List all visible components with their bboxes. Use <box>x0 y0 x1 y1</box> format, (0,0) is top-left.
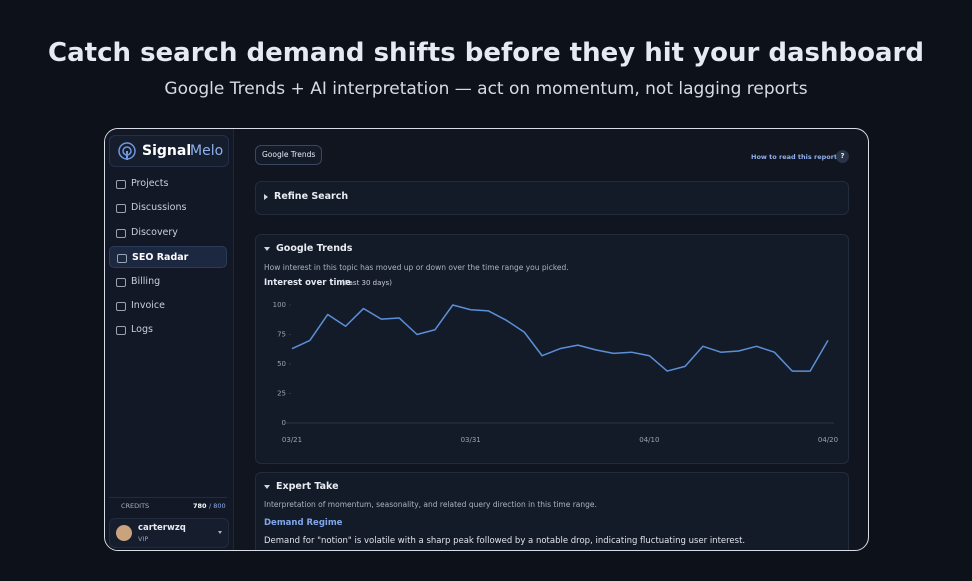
regime-text: Demand for "notion" is volatile with a s… <box>264 536 746 546</box>
credits-label: CREDITS <box>121 502 150 510</box>
nav-label: SEO Radar <box>132 252 189 264</box>
trend-line <box>291 304 829 372</box>
y-tick-label: 100 <box>273 301 286 309</box>
brand-logo <box>118 142 136 160</box>
nav-label: Discovery <box>131 226 178 238</box>
brand-box[interactable]: Signal Melo <box>109 135 229 167</box>
nav-label: Discussions <box>131 202 187 214</box>
nav-label: Billing <box>131 275 161 287</box>
expert-title: Expert Take <box>276 481 339 492</box>
expert-heading[interactable]: Expert Take <box>264 481 339 492</box>
brand-suffix: Melo <box>190 143 224 159</box>
trends-panel: Google Trends How interest in this topic… <box>255 234 849 464</box>
credits-total: / 800 <box>209 502 226 510</box>
refine-title: Refine Search <box>264 191 348 202</box>
nav-icon <box>116 277 126 287</box>
user-name: carterwzq <box>138 523 186 533</box>
line-chart: 0 25 50 75 100 03/21 03/31 04/10 04/20 <box>273 301 838 444</box>
trends-description: How interest in this topic has moved up … <box>264 263 569 272</box>
x-tick-label: 04/10 <box>639 436 659 444</box>
refine-label: Refine Search <box>274 191 349 202</box>
nav-item[interactable]: Projects <box>109 173 227 195</box>
refine-panel[interactable]: Refine Search <box>255 181 849 215</box>
y-tick-label: 50 <box>277 360 286 368</box>
help-link[interactable]: How to read this report <box>751 153 838 161</box>
expert-description: Interpretation of momentum, seasonality,… <box>264 500 597 509</box>
nav-icon <box>117 254 127 264</box>
tab[interactable]: Google Trends <box>255 145 323 165</box>
x-tick-label: 04/20 <box>818 436 838 444</box>
nav-item[interactable]: Logs <box>109 319 227 341</box>
regime-title: Demand Regime <box>264 518 343 528</box>
trends-heading[interactable]: Google Trends <box>264 243 352 254</box>
help-icon[interactable]: ? <box>836 150 849 163</box>
nav-icon <box>116 204 126 214</box>
nav-label: Projects <box>131 178 169 189</box>
nav-label: Logs <box>131 324 153 336</box>
nav-icon <box>116 302 126 311</box>
nav-item[interactable]: Billing <box>109 271 227 293</box>
sidebar: Signal Melo Projects Discussions Discovery… <box>105 129 234 550</box>
headline: Catch search demand shifts before they h… <box>48 38 924 68</box>
nav-icon <box>116 228 126 238</box>
y-tick-label: 0 <box>282 419 286 427</box>
credits: CREDITS 780 / 800 <box>109 497 227 514</box>
y-tick-label: 25 <box>277 390 286 398</box>
nav-item[interactable]: Invoice <box>109 295 227 317</box>
y-tick-label: 75 <box>277 331 286 339</box>
subheadline: Google Trends + AI interpretation — act … <box>164 79 808 99</box>
chart-range: (Past 30 days) <box>342 279 392 287</box>
user-menu[interactable]: carterwzq VIP <box>109 518 229 548</box>
nav-item[interactable]: Discussions <box>109 197 227 219</box>
nav-icon <box>116 180 126 189</box>
caret <box>218 531 222 534</box>
brand-name: Signal <box>142 143 192 159</box>
nav-item[interactable]: SEO Radar <box>109 246 227 269</box>
credits-used: 780 <box>193 502 207 510</box>
avatar <box>116 525 132 541</box>
nav-item[interactable]: Discovery <box>109 222 227 244</box>
app-window: Signal Melo Projects Discussions Discovery… <box>104 128 869 551</box>
nav-icon <box>116 326 126 336</box>
x-tick-label: 03/31 <box>461 436 481 444</box>
expert-panel: Expert Take Interpretation of momentum, … <box>255 472 849 550</box>
user-plan: VIP <box>138 535 149 543</box>
x-tick-label: 03/21 <box>282 436 302 444</box>
chart-title: Interest over time <box>264 278 351 288</box>
nav-label: Invoice <box>131 300 165 311</box>
trends-title: Google Trends <box>276 243 353 254</box>
